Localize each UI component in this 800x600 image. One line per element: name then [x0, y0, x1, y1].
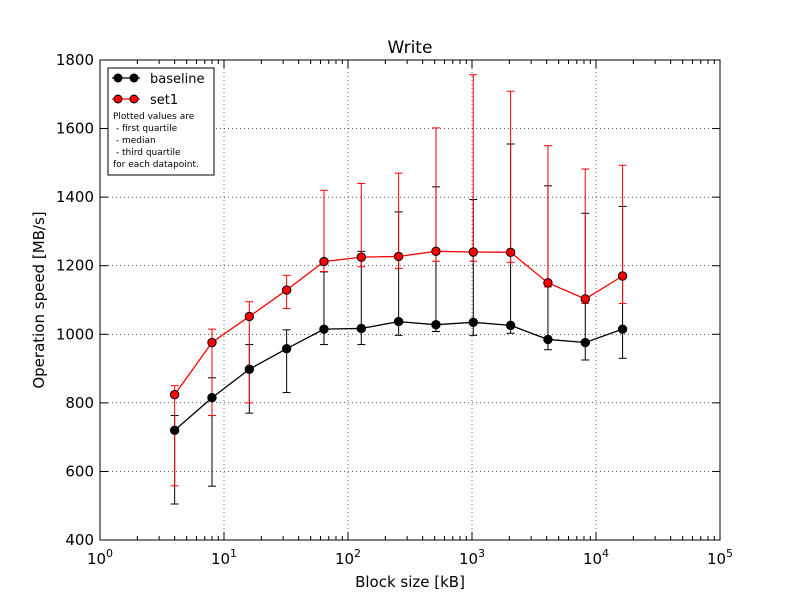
x-tick-label: 101 [211, 547, 237, 568]
data-point-baseline [580, 337, 590, 348]
data-point-set1 [431, 246, 441, 257]
data-point-baseline [431, 319, 441, 330]
y-tick-label: 1000 [56, 325, 94, 343]
legend-marker-set1 [113, 94, 123, 104]
data-point-baseline [207, 393, 217, 403]
series-markers [169, 246, 628, 435]
data-point-baseline [356, 323, 366, 334]
legend: baseline set1 Plotted values are - first… [107, 67, 215, 176]
data-point-set1 [319, 256, 329, 267]
data-point-baseline [543, 334, 553, 345]
legend-note-line: for each datapoint. [113, 160, 199, 170]
grid-lines [100, 60, 720, 540]
data-point-baseline [281, 343, 292, 354]
data-point-set1 [505, 247, 516, 258]
data-point-set1 [244, 311, 255, 322]
data-point-set1 [617, 271, 628, 281]
data-point-baseline [505, 320, 516, 331]
data-point-set1 [207, 337, 217, 348]
x-tick-label: 105 [707, 547, 733, 568]
data-point-baseline [617, 324, 628, 334]
y-tick-label: 1400 [56, 188, 94, 206]
data-point-set1 [543, 278, 553, 288]
y-tick-label: 600 [65, 462, 94, 480]
legend-note-line: Plotted values are [113, 112, 195, 122]
data-point-set1 [468, 247, 478, 257]
legend-box [107, 67, 215, 176]
y-tick-label: 1600 [56, 120, 94, 138]
legend-marker-set1 [129, 94, 139, 104]
legend-note-line: - third quartile [113, 148, 181, 158]
tick-labels: 100 101 102 103 104 105 400 600 800 1000 1200 1400 1… [56, 51, 733, 568]
x-axis-label: Block size [kB] [355, 573, 465, 591]
y-tick-label: 1800 [56, 51, 94, 69]
x-tick-label: 103 [459, 547, 485, 568]
data-point-baseline [169, 425, 180, 435]
y-tick-label: 1200 [56, 257, 94, 275]
data-point-baseline [319, 324, 329, 334]
legend-marker-baseline [129, 73, 139, 83]
chart-title: Write [388, 38, 433, 58]
x-tick-label: 104 [583, 547, 609, 568]
data-point-set1 [169, 389, 180, 400]
legend-label-baseline: baseline [150, 72, 204, 87]
data-point-set1 [281, 285, 292, 295]
data-point-set1 [393, 251, 404, 262]
series-line-baseline [174, 320, 623, 431]
legend-note-line: - median [113, 136, 156, 146]
plot-frame [99, 59, 721, 541]
data-point-set1 [356, 252, 366, 262]
data-point-baseline [244, 364, 255, 374]
legend-marker-baseline [113, 73, 123, 83]
legend-label-set1: set1 [150, 93, 178, 108]
legend-note-line: - first quartile [113, 124, 178, 134]
axis-ticks [99, 59, 721, 541]
data-point-baseline [393, 316, 404, 327]
y-axis-label: Operation speed [MB/s] [30, 211, 48, 388]
data-point-set1 [580, 294, 590, 304]
y-tick-label: 400 [65, 531, 94, 549]
x-tick-label: 100 [87, 547, 113, 568]
x-tick-label: 102 [335, 547, 361, 568]
error-bars [170, 74, 627, 505]
data-point-baseline [468, 317, 478, 327]
y-tick-label: 800 [65, 394, 94, 412]
